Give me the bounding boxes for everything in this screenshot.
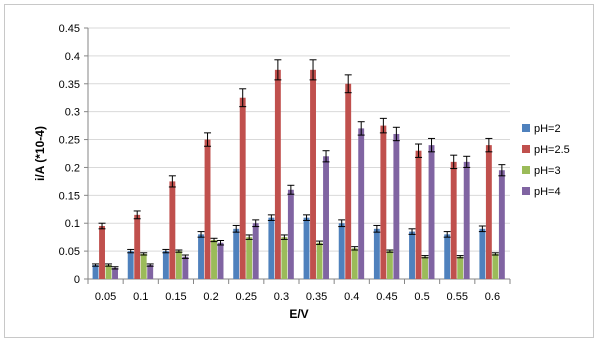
x-tick-label: 0.2 (203, 291, 218, 303)
bar-pH2-5-0.3 (274, 69, 281, 279)
bar-pH3-0.2 (211, 239, 217, 279)
y-tick-label: 0.1 (65, 218, 80, 230)
legend-swatch (522, 166, 530, 174)
bar-pH2-5-0.35 (310, 69, 316, 279)
y-tick-label: 0.05 (59, 246, 80, 258)
x-tick-label: 0.35 (306, 291, 327, 303)
bar-pH4-0.6 (498, 170, 505, 279)
legend-swatch (522, 145, 530, 153)
bar-pH2-5-0.45 (380, 125, 387, 279)
bar-pH2-5-0.5 (415, 150, 422, 279)
legend-label: pH=3 (534, 165, 561, 177)
bar-pH2-0.15 (162, 251, 169, 279)
bar-pH4-0.55 (463, 161, 470, 279)
x-tick-label: 0.1 (133, 291, 148, 303)
bar-pH4-0.3 (287, 189, 294, 279)
y-tick-label: 0 (74, 274, 80, 286)
bar-pH2-0.25 (233, 228, 240, 279)
bar-pH2-0.6 (479, 228, 486, 279)
x-axis-title: E/V (289, 307, 308, 321)
bar-pH2-0.3 (268, 217, 275, 279)
y-tick-label: 0.25 (59, 135, 80, 147)
bar-pH2-5-0.15 (169, 181, 176, 279)
bar-pH3-0.1 (140, 253, 147, 279)
bar-pH2-0.1 (127, 251, 134, 279)
x-tick-label: 0.05 (95, 291, 116, 303)
bar-pH4-0.05 (112, 267, 118, 279)
bar-pH4-0.25 (252, 223, 259, 279)
bar-pH3-0.5 (422, 256, 428, 279)
bar-pH2-0.2 (198, 234, 204, 279)
bar-pH2-5-0.05 (99, 226, 105, 279)
x-tick-label: 0.5 (414, 291, 429, 303)
bar-pH2-0.4 (338, 223, 345, 279)
x-tick-label: 0.6 (485, 291, 500, 303)
bar-pH4-0.4 (358, 128, 365, 279)
bar-pH3-0.05 (105, 265, 112, 279)
bar-pH4-0.35 (323, 156, 329, 279)
x-tick-label: 0.45 (376, 291, 397, 303)
y-tick-label: 0.15 (59, 190, 80, 202)
x-tick-label: 0.4 (344, 291, 359, 303)
legend-swatch (522, 187, 530, 195)
y-tick-label: 0.2 (65, 162, 80, 174)
bar-pH4-0.5 (428, 145, 435, 279)
legend-label: pH=2.5 (534, 144, 570, 156)
bar-pH3-0.25 (246, 237, 253, 279)
bar-pH2-0.55 (444, 234, 451, 279)
legend-label: pH=2 (534, 123, 561, 135)
bar-pH2-5-0.25 (239, 97, 246, 279)
bar-pH4-0.1 (147, 265, 154, 279)
x-tick-label: 0.15 (165, 291, 186, 303)
bar-pH2-0.5 (409, 231, 415, 279)
bar-pH4-0.45 (393, 133, 400, 279)
bar-pH2-0.45 (373, 228, 380, 279)
bar-pH2-5-0.6 (485, 145, 492, 279)
y-axis-title: i/A (*10-4) (33, 126, 47, 181)
y-tick-label: 0.45 (59, 23, 80, 35)
x-tick-label: 0.25 (236, 291, 257, 303)
bar-pH3-0.4 (351, 248, 358, 279)
bar-pH2-5-0.4 (345, 83, 352, 280)
y-tick-label: 0.35 (59, 79, 80, 91)
x-tick-label: 0.3 (274, 291, 289, 303)
bar-pH3-0.35 (316, 242, 323, 279)
bar-pH3-0.3 (281, 237, 288, 279)
bar-pH2-0.35 (303, 217, 310, 279)
y-tick-label: 0.4 (65, 51, 80, 63)
bar-pH2-5-0.1 (134, 214, 141, 279)
legend-label: pH=4 (534, 186, 561, 198)
bar-pH3-0.15 (175, 251, 182, 279)
bar-pH2-5-0.55 (450, 161, 457, 279)
bar-pH4-0.2 (217, 242, 224, 279)
x-tick-label: 0.55 (447, 291, 468, 303)
y-tick-label: 0.3 (65, 107, 80, 119)
bar-pH3-0.6 (492, 253, 499, 279)
legend-swatch (522, 124, 530, 132)
bar-pH2-5-0.2 (204, 139, 211, 279)
bar-pH2-0.05 (92, 265, 99, 279)
bar-pH4-0.15 (182, 256, 189, 279)
bar-pH3-0.55 (457, 256, 464, 279)
bar-pH3-0.45 (386, 251, 393, 279)
